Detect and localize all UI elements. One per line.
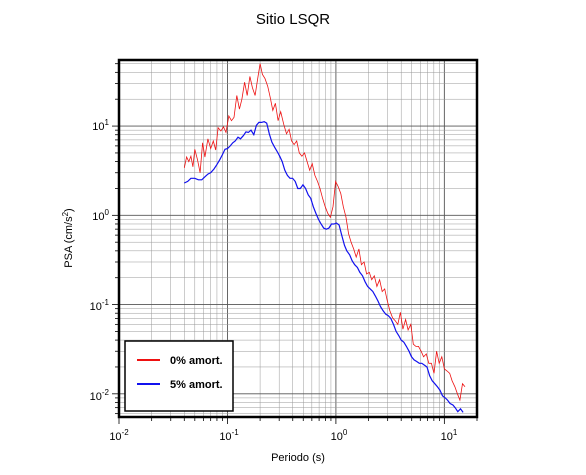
series-layer — [183, 63, 466, 413]
series-line-5-amort — [184, 121, 464, 413]
x-tick-labels: 10-2 10-1 100 101 — [109, 428, 458, 443]
legend-box — [124, 340, 234, 412]
y-tick-label: 10-1 — [90, 298, 110, 313]
legend: 0% amort. 5% amort. — [124, 340, 234, 412]
series-line-0-amort — [183, 63, 466, 402]
x-tick-label: 100 — [331, 428, 348, 443]
x-tick-label: 101 — [441, 428, 458, 443]
y-tick-label: 101 — [92, 118, 109, 133]
tick-marks — [112, 63, 478, 424]
legend-label-5-amort: 5% amort. — [170, 379, 223, 391]
y-tick-label: 100 — [92, 208, 109, 223]
x-tick-label: 10-1 — [219, 428, 239, 443]
legend-label-0-amort: 0% amort. — [170, 355, 223, 367]
chart-title: Sitio LSQR — [256, 11, 330, 28]
y-tick-labels: 10-2 10-1 100 101 — [90, 118, 110, 403]
y-tick-label: 10-2 — [90, 388, 110, 403]
x-tick-label: 10-2 — [109, 428, 129, 443]
plot-frame — [117, 58, 479, 419]
y-axis-label: PSA (cm/s2) — [61, 208, 75, 267]
x-axis-label: Periodo (s) — [271, 452, 325, 464]
